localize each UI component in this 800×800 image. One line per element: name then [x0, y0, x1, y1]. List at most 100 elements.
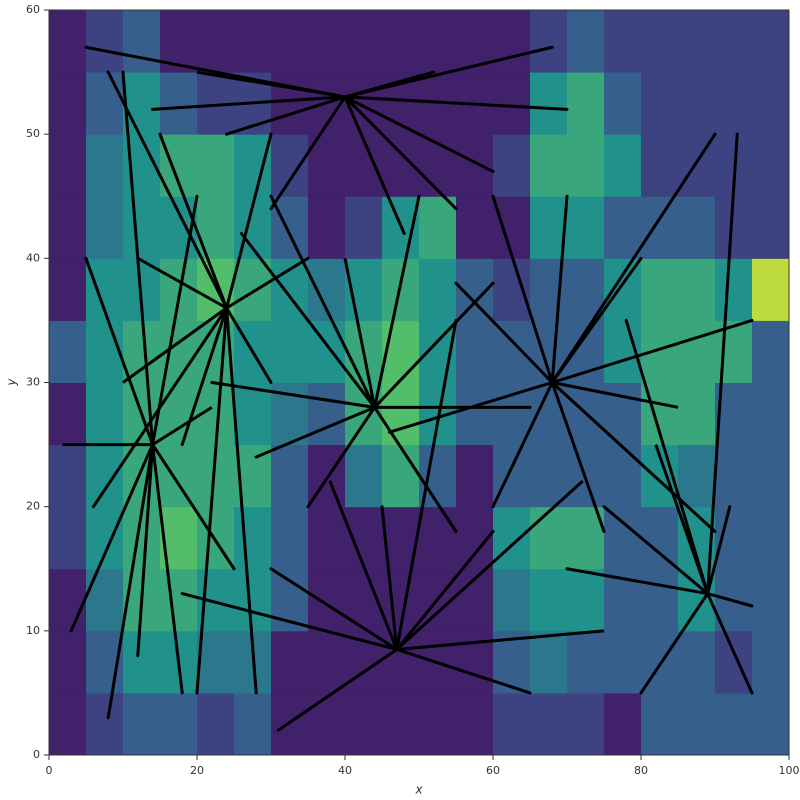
heatmap-cell: [86, 692, 124, 756]
heatmap-cell: [234, 568, 272, 632]
y-tick-label: 20: [26, 500, 40, 513]
heatmap-cell: [197, 692, 235, 756]
heatmap-cell: [641, 196, 679, 259]
heatmap-cell: [345, 692, 383, 756]
heatmap-cell: [715, 444, 753, 508]
heatmap-cell: [604, 10, 642, 73]
y-axis-label: y: [5, 378, 19, 387]
heatmap-cell: [493, 692, 531, 756]
heatmap-cell: [752, 134, 790, 197]
heatmap-cell: [271, 506, 309, 570]
heatmap-cell: [530, 630, 568, 694]
heatmap-cell: [86, 10, 124, 73]
heatmap-cell: [493, 320, 531, 383]
heatmap-cell: [86, 506, 124, 570]
heatmap-cell: [678, 444, 716, 508]
heatmap-cell: [345, 506, 383, 570]
heatmap-cell: [604, 72, 642, 135]
heatmap-cell: [345, 196, 383, 259]
heatmap-cell: [604, 506, 642, 570]
heatmap-cell: [678, 196, 716, 259]
heatmap-cell: [456, 134, 494, 197]
heatmap-cell: [678, 72, 716, 135]
heatmap-cell: [493, 382, 531, 446]
heatmap-cell: [234, 692, 272, 756]
heatmap-cell: [604, 692, 642, 756]
x-tick-label: 0: [46, 764, 53, 777]
heatmap-cell: [271, 72, 309, 135]
heatmap-cell: [752, 568, 790, 632]
y-tick-label: 50: [26, 127, 40, 140]
y-tick-label: 60: [26, 3, 40, 16]
heatmap-cell: [308, 196, 346, 259]
heatmap-cell: [715, 258, 753, 321]
heatmap-cell: [160, 692, 198, 756]
heatmap-cell: [530, 196, 568, 259]
x-tick-label: 60: [486, 764, 500, 777]
heatmap-cell: [271, 444, 309, 508]
y-tick-label: 0: [33, 748, 40, 761]
heatmap-cell: [530, 134, 568, 197]
heatmap-cell: [493, 506, 531, 570]
heatmap-cell: [49, 258, 87, 321]
heatmap-cell: [567, 692, 605, 756]
heatmap-cell: [641, 506, 679, 570]
heatmap-cell: [382, 692, 420, 756]
heatmap-cell: [49, 134, 87, 197]
heatmap-cell: [641, 134, 679, 197]
heatmap-cell: [86, 134, 124, 197]
heatmap-cell: [567, 134, 605, 197]
heatmap-cell: [271, 630, 309, 694]
heatmap-cell: [49, 568, 87, 632]
heatmap-cell: [715, 692, 753, 756]
heatmap-cell: [752, 630, 790, 694]
heatmap-cell: [678, 320, 716, 383]
heatmap-cell: [678, 630, 716, 694]
heatmap-cell: [456, 382, 494, 446]
heatmap-cell: [456, 692, 494, 756]
heatmap-cell: [234, 258, 272, 321]
heatmap-cell: [530, 72, 568, 135]
heatmap-cell: [308, 506, 346, 570]
heatmap-cell: [86, 382, 124, 446]
line-segments: [210, 194, 532, 533]
heatmap-cell: [308, 10, 346, 73]
heatmap-cell: [160, 568, 198, 632]
line-segments: [180, 318, 605, 732]
y-tick-label: 10: [26, 624, 40, 637]
heatmap-cell: [382, 320, 420, 383]
heatmap-cell: [86, 568, 124, 632]
heatmap-cell: [234, 134, 272, 197]
heatmap-cell: [641, 72, 679, 135]
y-tick-label: 40: [26, 251, 40, 264]
heatmap-cell: [49, 630, 87, 694]
heatmap-cell: [197, 10, 235, 73]
heatmap-cell: [271, 10, 309, 73]
heatmap-cell: [197, 630, 235, 694]
x-tick-label: 80: [634, 764, 648, 777]
heatmap-cell: [49, 444, 87, 508]
heatmap-cell: [197, 134, 235, 197]
heatmap-cell: [49, 10, 87, 73]
heatmap-cell: [308, 382, 346, 446]
heatmap-cell: [752, 72, 790, 135]
heatmap-cell: [123, 320, 161, 383]
heatmap-cell: [160, 444, 198, 508]
plot-area: [49, 10, 790, 756]
heatmap-cell: [86, 72, 124, 135]
heatmap-cell: [752, 382, 790, 446]
heatmap-cell: [567, 568, 605, 632]
heatmap-cell: [271, 320, 309, 383]
heatmap-cell: [678, 258, 716, 321]
heatmap-cell: [752, 320, 790, 383]
heatmap-cell: [493, 258, 531, 321]
heatmap-cell: [49, 196, 87, 259]
heatmap-cell: [567, 196, 605, 259]
heatmap-cell: [752, 258, 790, 321]
heatmap-cell: [86, 444, 124, 508]
heatmap-cell: [49, 382, 87, 446]
heatmap-cell: [530, 568, 568, 632]
line-segments: [565, 132, 754, 695]
heatmap-cell: [567, 630, 605, 694]
